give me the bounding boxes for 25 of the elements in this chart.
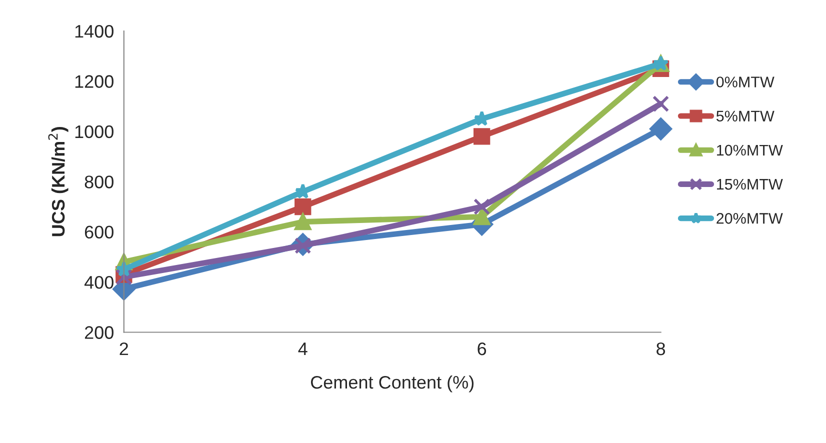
y-tick-label: 800: [84, 176, 114, 188]
point: [294, 213, 312, 230]
point: [474, 198, 490, 216]
y-tick-label: 1200: [75, 75, 114, 88]
y-tick-label: 600: [84, 226, 114, 239]
y-tick-label: 400: [84, 276, 114, 289]
y-tick-label: 1000: [75, 125, 114, 138]
x-tick-label: 4: [298, 342, 308, 356]
legend-label: 20%MTW: [716, 212, 783, 224]
y-tick-label: 1400: [75, 24, 114, 38]
legend-label: 15%MTW: [717, 178, 783, 190]
x-tick-label: 8: [656, 342, 666, 356]
y-tick-label: 200: [84, 326, 114, 339]
legend-label: 0%MTW: [716, 76, 774, 88]
x-axis-title: Cement Content (%): [310, 375, 474, 392]
point: [474, 208, 490, 226]
y-axis-title: UCS (KN/m$^{2}$): [48, 127, 68, 236]
point: [652, 95, 670, 112]
legend-label: 5%MTW: [716, 110, 774, 122]
x-tick-label: 6: [478, 342, 486, 356]
legend-label: 10%MTW: [717, 144, 783, 156]
point: [650, 118, 672, 140]
point: [474, 128, 490, 145]
point: [294, 198, 312, 216]
x-tick-label: 2: [120, 342, 128, 356]
